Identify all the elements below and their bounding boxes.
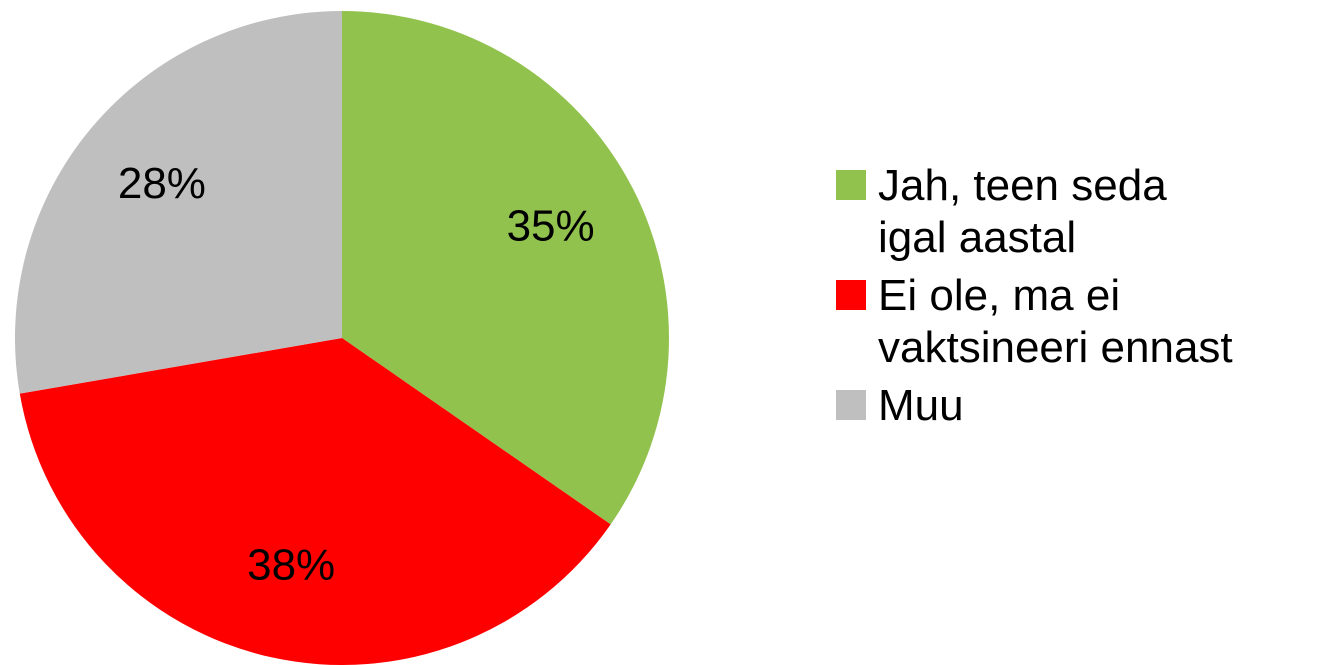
legend-label: Jah, teen seda igal aastal — [878, 161, 1167, 262]
legend-swatch — [836, 170, 866, 200]
legend-label: Muu — [878, 381, 964, 430]
data-label: 28% — [118, 159, 206, 208]
pie-slice — [19, 338, 611, 665]
legend-label: Ei ole, ma ei vaktsineeri ennast — [878, 271, 1233, 372]
legend-entry: Muu — [836, 380, 1314, 432]
legend-swatch — [836, 280, 866, 310]
data-label: 35% — [507, 201, 595, 250]
legend-entry: Jah, teen seda igal aastal — [836, 160, 1314, 264]
legend-swatch — [836, 390, 866, 420]
data-label: 38% — [247, 541, 335, 590]
legend: Jah, teen seda igal aastal Ei ole, ma ei … — [836, 160, 1314, 438]
legend-entry: Ei ole, ma ei vaktsineeri ennast — [836, 270, 1314, 374]
pie-slice — [342, 11, 669, 525]
chart: 35% 38% 28% — [14, 11, 669, 665]
pie-slice — [14, 11, 342, 394]
